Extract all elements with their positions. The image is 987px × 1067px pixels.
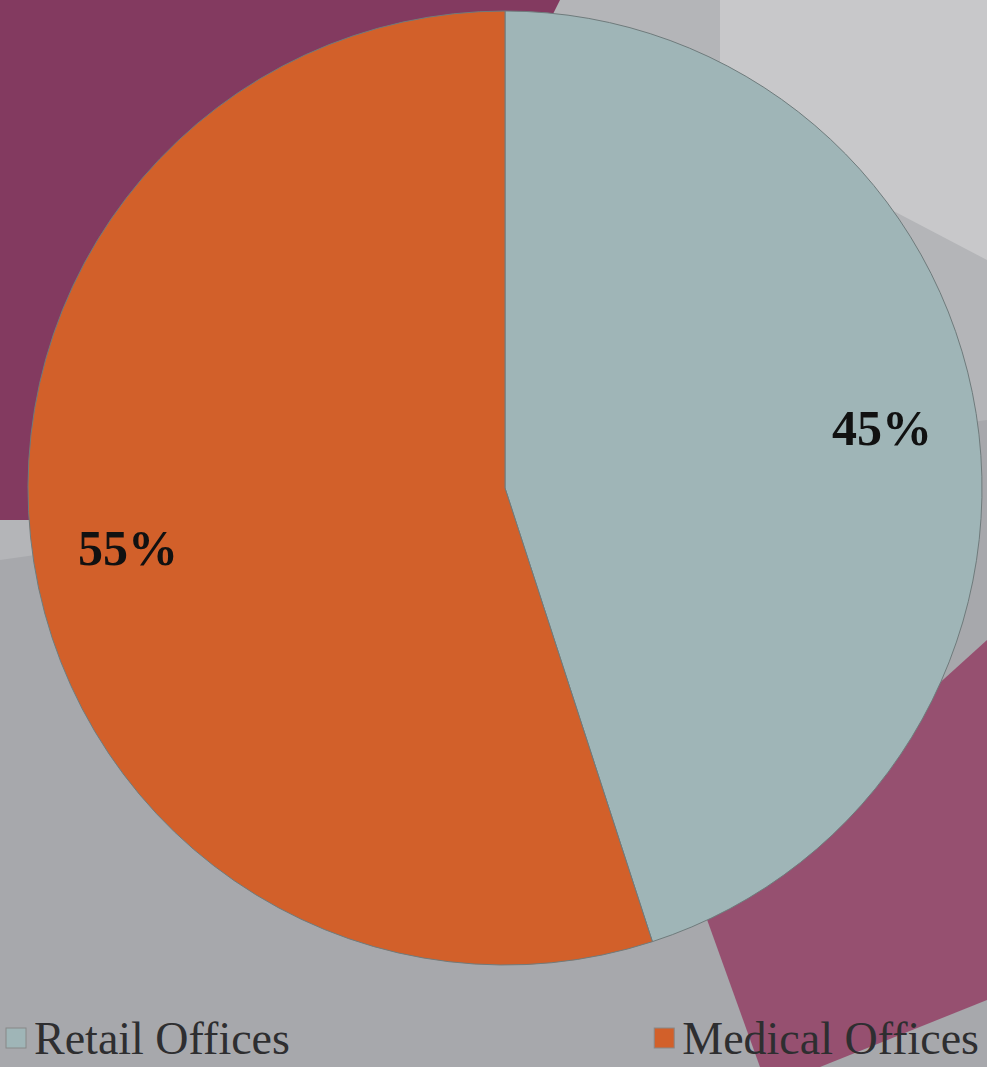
chart: 45% 55% Retail Offices Medical Offices xyxy=(0,0,987,1067)
legend: Retail Offices Medical Offices xyxy=(6,1013,979,1064)
legend-label: Retail Offices xyxy=(34,1013,290,1064)
data-labels: 45% 55% xyxy=(78,400,932,575)
background-fill xyxy=(0,0,987,1067)
legend-swatch xyxy=(6,1028,26,1048)
pie xyxy=(28,11,982,965)
legend-label: Medical Offices xyxy=(682,1013,979,1064)
legend-item: Medical Offices xyxy=(654,1013,979,1064)
legend-item: Retail Offices xyxy=(6,1013,290,1064)
legend-swatch xyxy=(654,1028,674,1048)
pie-slice xyxy=(28,11,652,965)
data-label: 55% xyxy=(78,520,178,576)
data-label: 45% xyxy=(832,400,932,456)
background xyxy=(0,0,987,1067)
